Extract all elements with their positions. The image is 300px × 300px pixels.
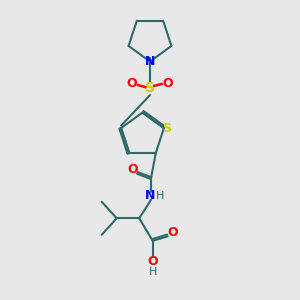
Text: O: O xyxy=(163,76,173,90)
Text: O: O xyxy=(127,76,137,90)
Text: O: O xyxy=(127,163,138,176)
Text: N: N xyxy=(145,189,155,202)
Text: S: S xyxy=(162,122,171,134)
Text: H: H xyxy=(148,267,157,277)
Text: H: H xyxy=(156,191,164,201)
Text: N: N xyxy=(145,55,155,68)
Text: O: O xyxy=(147,255,158,268)
Text: O: O xyxy=(167,226,178,239)
Text: S: S xyxy=(145,82,155,95)
